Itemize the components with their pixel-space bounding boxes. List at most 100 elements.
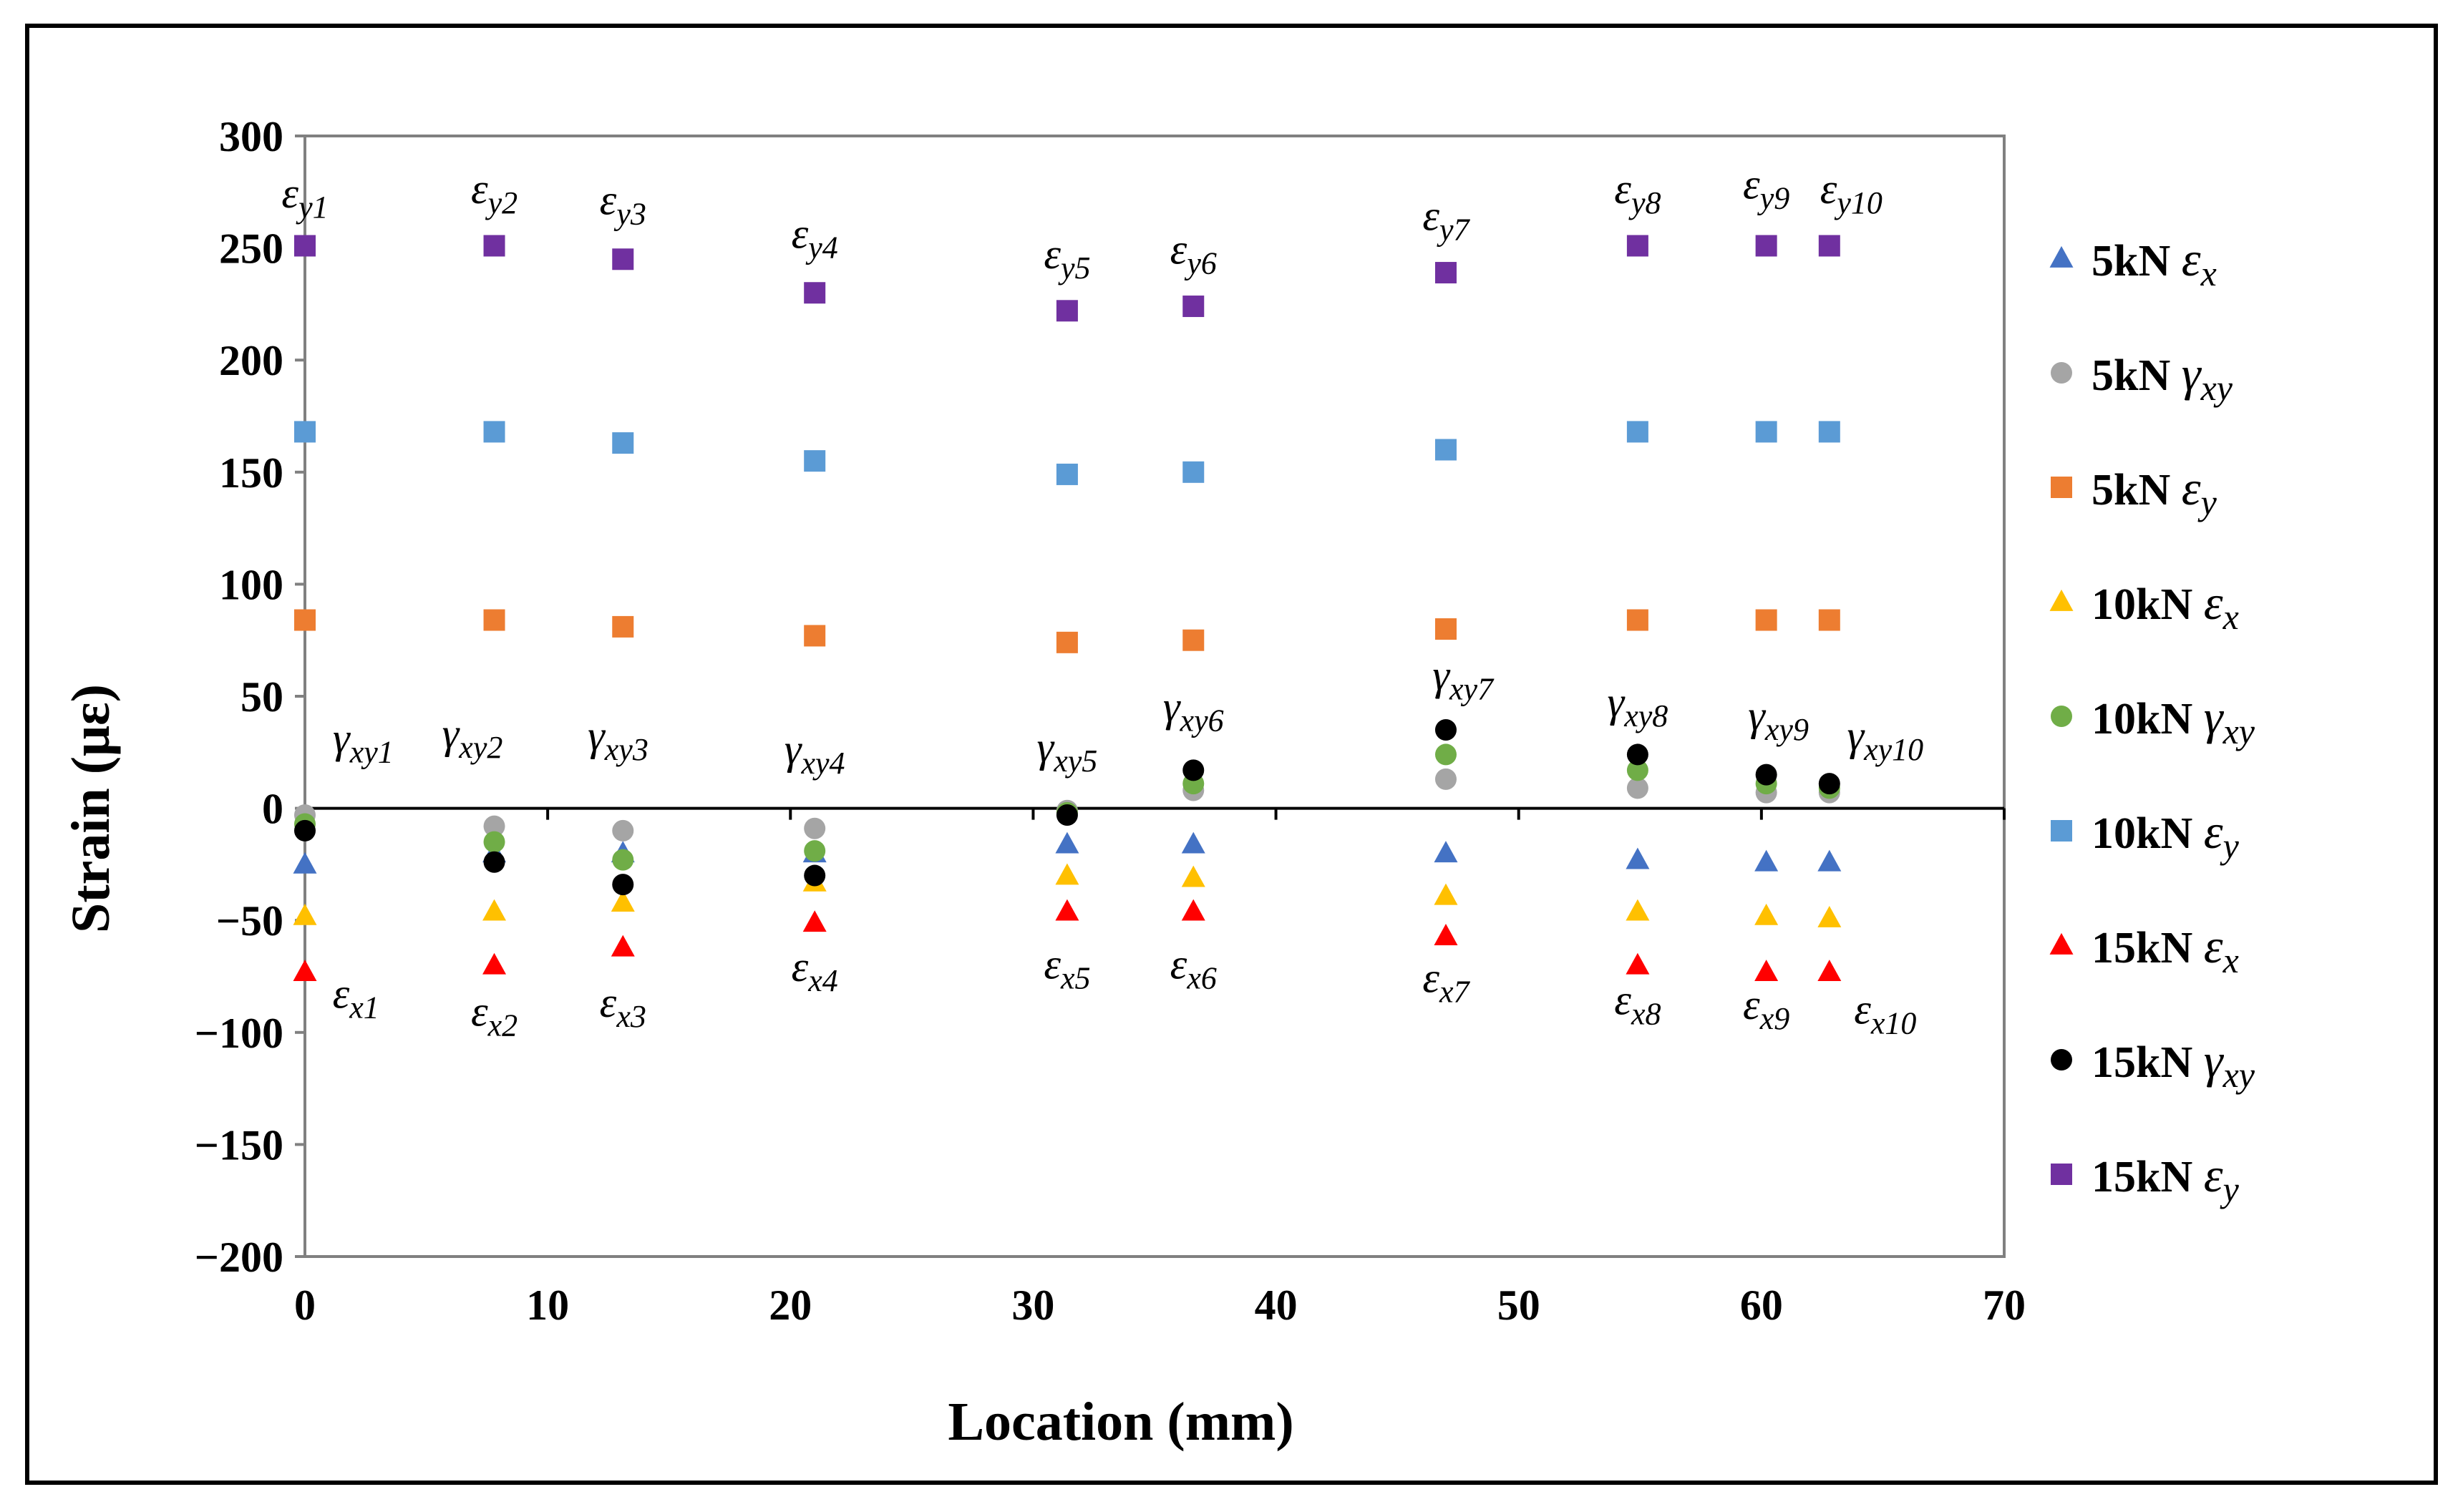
data-point (1434, 618, 1457, 640)
x-tick-label: 30 (1011, 1282, 1054, 1329)
series-15kN-xy (294, 718, 1840, 896)
data-point (294, 609, 316, 631)
x-tick-label: 0 (294, 1282, 316, 1329)
x-tick-label: 10 (526, 1282, 569, 1329)
data-point (1626, 609, 1648, 631)
y-tick-label: −150 (195, 1121, 283, 1169)
data-point (1434, 718, 1457, 741)
point-annotation: εx1 (333, 970, 379, 1025)
data-point (1818, 421, 1840, 443)
point-annotation: γxy9 (1748, 692, 1809, 747)
y-tick-label: 50 (241, 673, 283, 721)
data-point (612, 248, 634, 270)
data-point (612, 874, 634, 896)
point-annotation: γxy3 (588, 712, 648, 767)
outer-frame (25, 24, 2438, 1485)
point-annotation: εy1 (281, 170, 328, 225)
point-annotation: γxy7 (1432, 652, 1495, 707)
y-tick-label: 200 (219, 337, 283, 384)
data-point (294, 421, 316, 443)
data-point (1626, 899, 1650, 921)
data-point (1434, 883, 1458, 905)
x-tick-label: 50 (1497, 1282, 1540, 1329)
data-point (1181, 899, 1205, 921)
data-point (804, 625, 826, 647)
y-tick-label: 100 (219, 561, 283, 608)
data-point (804, 817, 826, 839)
data-point (483, 815, 505, 837)
y-tick-label: −50 (216, 897, 283, 945)
data-point (1818, 609, 1840, 631)
point-annotation: εx6 (1170, 941, 1217, 996)
legend-label: 15kN γxy (2092, 1033, 2255, 1095)
point-annotation: εx7 (1422, 954, 1470, 1009)
point-annotation: εy2 (471, 165, 518, 220)
series-10kN-y (294, 421, 1840, 485)
legend-item: 10kN εx (2049, 575, 2239, 637)
point-annotation: γxy1 (333, 714, 394, 769)
x-tick-label: 60 (1740, 1282, 1783, 1329)
data-point (1755, 421, 1777, 443)
point-annotation: γxy5 (1037, 723, 1098, 779)
point-annotation: εy10 (1820, 165, 1883, 220)
legend: 5kN εx 5kN γxy 5kN εy 10kN εx 10kN γxy 10kN ε… (2049, 232, 2255, 1209)
data-point (1056, 463, 1078, 485)
point-annotation: εy4 (792, 210, 838, 265)
point-annotation: εx4 (792, 943, 838, 998)
legend-item: 15kN γxy (2051, 1033, 2255, 1095)
legend-item: 10kN εy (2051, 804, 2240, 866)
data-point (1181, 865, 1205, 887)
legend-label: 15kN εx (2092, 919, 2239, 980)
data-point (294, 235, 316, 257)
data-point (294, 819, 316, 842)
data-point (293, 960, 317, 982)
y-tick-label: 300 (219, 113, 283, 160)
series-15kN-x (293, 899, 1842, 982)
legend-label: 10kN εy (2092, 804, 2240, 866)
legend-item: 10kN γxy (2051, 690, 2255, 751)
data-point (1754, 960, 1779, 982)
data-point (1626, 759, 1648, 781)
y-axis-title: Strain (με) (61, 684, 121, 933)
data-point (482, 899, 507, 921)
point-annotation: εx8 (1614, 977, 1661, 1032)
data-point (612, 432, 634, 454)
data-point (1434, 439, 1457, 461)
data-point (1626, 952, 1650, 975)
y-tick-label: −100 (195, 1010, 283, 1057)
series-15kN-y (294, 235, 1840, 322)
point-annotation: εy6 (1170, 226, 1217, 281)
data-point (1755, 235, 1777, 257)
data-point (1056, 804, 1078, 826)
data-point (611, 935, 635, 957)
data-point (1817, 849, 1842, 872)
legend-marker (2051, 706, 2072, 727)
x-tick-label: 20 (769, 1282, 812, 1329)
legend-label: 10kN γxy (2092, 690, 2255, 751)
point-annotation: εx10 (1854, 985, 1916, 1040)
data-point (802, 910, 827, 932)
data-point (804, 864, 826, 887)
data-point (1434, 743, 1457, 766)
data-point (804, 450, 826, 472)
data-point (482, 952, 507, 975)
data-point (1626, 235, 1648, 257)
y-tick-label: −200 (195, 1234, 283, 1281)
data-point (1817, 905, 1842, 927)
data-point (1056, 300, 1078, 322)
data-point (1434, 924, 1458, 945)
data-point (1055, 863, 1079, 885)
point-annotation: εy3 (600, 177, 646, 232)
data-point (1626, 743, 1648, 766)
data-point (804, 282, 826, 304)
data-point (1181, 831, 1205, 854)
data-point (1182, 759, 1205, 781)
point-annotation: εy7 (1422, 192, 1470, 248)
data-point (1754, 849, 1779, 872)
data-point (1754, 903, 1779, 925)
data-point (612, 615, 634, 638)
legend-item: 5kN γxy (2051, 346, 2233, 408)
data-point (1056, 631, 1078, 653)
data-point (1055, 831, 1079, 854)
